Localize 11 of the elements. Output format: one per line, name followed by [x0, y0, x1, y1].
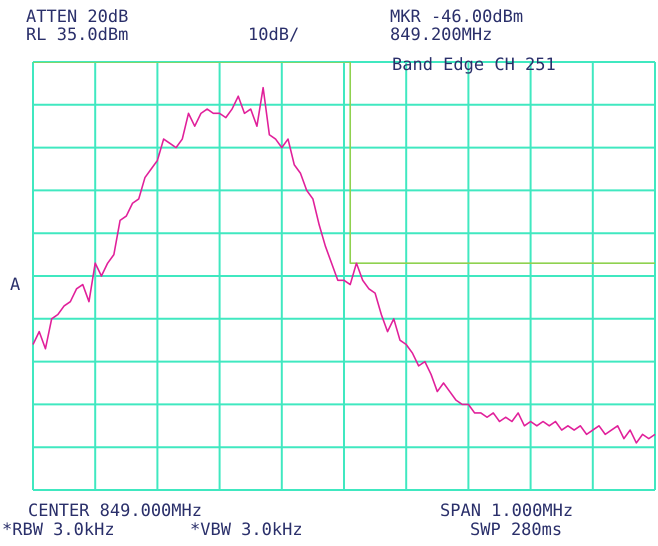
text: ATTEN 20dB [26, 7, 128, 27]
text: SWP 280ms [470, 520, 562, 540]
text: CENTER 849.000MHz [28, 501, 202, 521]
text: A [10, 275, 20, 295]
text: 10dB/ [248, 25, 300, 45]
text: 849.200MHz [390, 25, 492, 45]
text: SPAN 1.000MHz [440, 501, 574, 521]
text: *VBW 3.0kHz [190, 520, 303, 540]
text: RL 35.0dBm [26, 25, 128, 45]
text: MKR -46.00dBm [390, 7, 524, 27]
text: *RBW 3.0kHz [2, 520, 115, 540]
